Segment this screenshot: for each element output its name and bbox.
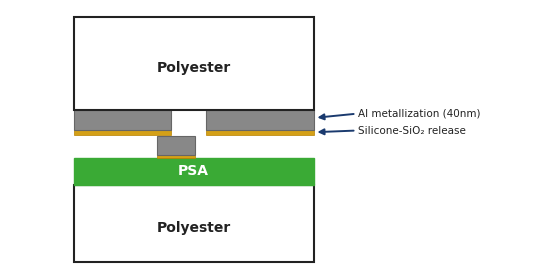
Bar (74, 110, 170, 130)
Bar (157, 154, 195, 158)
Bar (74, 185, 314, 262)
Bar (74, 17, 314, 110)
Bar (206, 110, 314, 130)
Bar (74, 129, 170, 135)
Text: Al metallization (40nm): Al metallization (40nm) (358, 109, 480, 119)
Text: Silicone-SiO₂ release: Silicone-SiO₂ release (358, 126, 465, 136)
Bar (157, 136, 195, 155)
Text: Polyester: Polyester (156, 221, 231, 235)
Bar (74, 158, 314, 185)
Text: Polyester: Polyester (156, 61, 231, 75)
Bar (206, 129, 314, 135)
Text: PSA: PSA (178, 164, 209, 178)
